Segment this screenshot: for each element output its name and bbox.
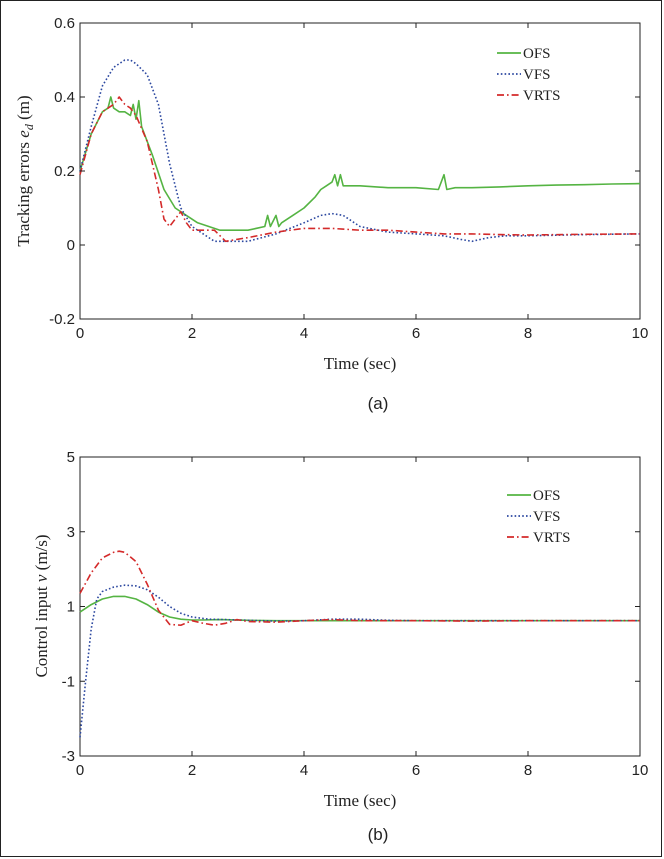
plot-area-b: [79, 456, 641, 757]
x-axis-label-b: Time (sec): [324, 791, 397, 810]
caption-b: (b): [368, 825, 389, 844]
ticks-group-a: 0 2 4 6 8 10-0.200.20.40.6: [49, 15, 648, 342]
legend-label-vfs: VFS: [523, 67, 551, 83]
y-tick-label: 0: [67, 237, 75, 254]
x-tick-label: 4: [300, 325, 308, 342]
y-tick-label: 1: [67, 599, 75, 616]
legend-label-vrts: VRTS: [533, 530, 570, 546]
y-tick-label: 3: [67, 524, 75, 541]
legend-b: OFS VFS VRTS: [507, 488, 570, 546]
plot-area-a: [79, 22, 641, 320]
legend-label-vrts: VRTS: [523, 88, 560, 104]
ticks-group-b: 0 2 4 6 8 10 -3 -1 1 3 5: [62, 449, 649, 779]
y-tick-label: -0.2: [49, 311, 75, 328]
y-axis-label-a: Tracking errors ed (m): [14, 95, 36, 246]
series-line-vrts: [79, 96, 641, 243]
series-group-a: [79, 59, 641, 243]
x-tick-label: 8: [524, 762, 532, 779]
x-tick-label: 10: [632, 325, 649, 342]
series-line-vrts: [79, 550, 640, 627]
legend-a: OFS VFS VRTS: [497, 46, 560, 104]
x-tick-label: 0: [76, 762, 84, 779]
series-line-ofs: [79, 96, 641, 231]
x-tick-label: 2: [188, 325, 196, 342]
y-axis-label-b: Control input ν (m/s): [32, 534, 51, 677]
x-tick-label: 10: [632, 762, 649, 779]
series-line-vfs: [79, 59, 641, 243]
y-tick-label: -1: [62, 673, 75, 690]
x-tick-label: 0: [76, 325, 84, 342]
y-tick-label: 0.4: [54, 89, 75, 106]
y-tick-label: 0.2: [54, 163, 75, 180]
x-tick-label: 6: [412, 762, 420, 779]
x-tick-label: 6: [412, 325, 420, 342]
y-tick-label: 5: [67, 449, 75, 466]
x-tick-label: 8: [524, 325, 532, 342]
x-tick-label: 2: [188, 762, 196, 779]
caption-a: (a): [368, 394, 389, 413]
x-tick-label: 4: [300, 762, 308, 779]
legend-label-ofs: OFS: [523, 46, 551, 62]
panel-a: 0 2 4 6 8 10-0.200.20.40.6 Time (sec) Trackin…: [14, 15, 648, 413]
panel-b: 0 2 4 6 8 10 -3 -1 1 3 5 Time (sec) Control input …: [32, 449, 648, 844]
series-group-b: [79, 550, 640, 738]
y-tick-label: -3: [62, 748, 75, 765]
y-tick-label: 0.6: [54, 15, 75, 32]
x-axis-label-a: Time (sec): [324, 354, 397, 373]
legend-label-ofs: OFS: [533, 488, 561, 504]
legend-label-vfs: VFS: [533, 509, 561, 525]
